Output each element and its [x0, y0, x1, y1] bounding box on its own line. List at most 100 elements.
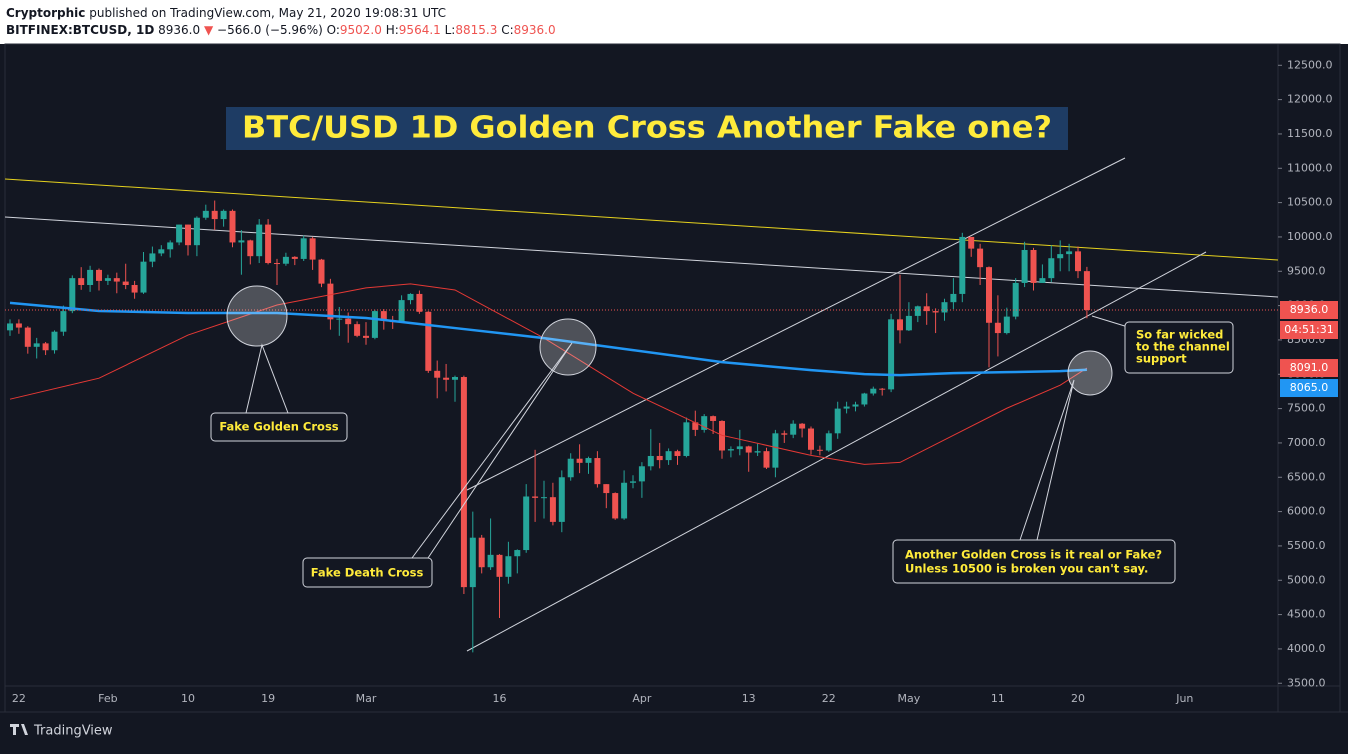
- footer-logo: TradingView: [10, 724, 113, 739]
- candle-body: [941, 302, 948, 313]
- candle-body: [1066, 251, 1073, 255]
- note: Unless 10500 is broken you can't say.: [905, 562, 1148, 576]
- price-label: 8065.0: [1290, 381, 1329, 394]
- candle-body: [683, 422, 690, 456]
- channel-upper: [466, 157, 1126, 491]
- candle-body: [567, 458, 574, 478]
- y-tick-label: 10500.0: [1287, 196, 1333, 209]
- candle-body: [1075, 251, 1081, 272]
- candle-body: [772, 433, 779, 468]
- change: −566.0 (−5.96%): [217, 23, 323, 37]
- candle-body: [247, 240, 254, 257]
- candle-body: [122, 281, 129, 286]
- title: BTC/USD 1D Golden Cross Another Fake one…: [242, 111, 1052, 146]
- candle-body: [15, 323, 22, 328]
- moving-average: [9, 301, 1087, 377]
- candle-body: [460, 377, 467, 588]
- candle-body: [158, 249, 165, 254]
- candle-body: [549, 497, 556, 522]
- candle-body: [398, 300, 405, 323]
- frame: [4, 43, 1341, 713]
- candle-body: [478, 537, 485, 568]
- header-bg: [0, 0, 1348, 44]
- candle-body: [514, 550, 521, 557]
- candle-body: [407, 293, 414, 301]
- candle-body: [452, 377, 458, 380]
- resistance-line: [5, 216, 1278, 298]
- candle-body: [42, 343, 49, 351]
- candle-body: [612, 493, 619, 519]
- y-tick-label: 7500.0: [1287, 402, 1326, 415]
- price-label-box: [1280, 321, 1338, 340]
- header-line-2: BITFINEX:BTCUSD, 1D 8936.0 ▼ −566.0 (−5.…: [6, 23, 556, 37]
- candle-body: [363, 335, 369, 338]
- candle-body: [291, 256, 298, 259]
- l-key: L:: [445, 23, 456, 37]
- y-tick-label: 11000.0: [1287, 161, 1333, 174]
- candle-body: [692, 422, 699, 430]
- price-label: 8091.0: [1290, 361, 1329, 374]
- callout: [245, 343, 289, 414]
- candle-body: [674, 451, 681, 456]
- y-tick-label: 3500.0: [1287, 676, 1326, 689]
- header-line-1: Cryptorphic published on TradingView.com…: [6, 6, 446, 20]
- candle-body: [1003, 316, 1010, 334]
- note: support: [1136, 352, 1187, 366]
- x-tick-label: 20: [1071, 692, 1085, 705]
- candle-body: [104, 278, 111, 281]
- candle-body: [434, 370, 441, 378]
- candle-body: [834, 408, 841, 434]
- candle-body: [220, 210, 227, 220]
- candle-body: [647, 455, 654, 467]
- candle-body: [318, 259, 325, 284]
- annotations: BTC/USD 1D Golden Cross Another Fake one…: [210, 107, 1234, 588]
- candle-body: [745, 446, 752, 453]
- x-tick-label: 22: [822, 692, 836, 705]
- y-tick-label: 6000.0: [1287, 505, 1326, 518]
- candle-body: [1012, 282, 1019, 317]
- candle-body: [131, 285, 138, 293]
- note-box: [892, 539, 1176, 584]
- note-box: [302, 557, 433, 588]
- candle-body: [950, 293, 957, 303]
- candle-body: [282, 256, 289, 264]
- h-value: 9564.1: [399, 23, 441, 37]
- candle-body: [888, 319, 895, 390]
- candle-body: [1083, 271, 1090, 311]
- author: Cryptorphic: [6, 6, 85, 20]
- note: Another Golden Cross is it real or Fake?: [905, 548, 1162, 562]
- candle-body: [496, 554, 503, 577]
- x-tick-label: 13: [742, 692, 756, 705]
- x-tick-label: Feb: [98, 692, 117, 705]
- candle-body: [69, 278, 76, 312]
- x-tick-label: 16: [493, 692, 507, 705]
- y-tick-label: 12500.0: [1287, 58, 1333, 71]
- candle-body: [754, 451, 761, 453]
- candle-body: [416, 293, 423, 312]
- candle-body: [149, 253, 156, 262]
- y-tick-label: 4500.0: [1287, 608, 1326, 621]
- candle-body: [354, 324, 361, 336]
- candle-body: [879, 388, 886, 390]
- last: 8936.0: [158, 23, 200, 37]
- candle-body: [336, 318, 343, 320]
- candle-body: [176, 224, 183, 243]
- candle-body: [211, 210, 218, 220]
- title-box: [226, 107, 1068, 150]
- candle-body: [932, 311, 939, 313]
- candle-body: [959, 236, 966, 294]
- yellow-trendline: [5, 178, 1278, 261]
- price-label: 04:51:31: [1284, 323, 1333, 336]
- candle-body: [603, 484, 610, 494]
- candle-body: [60, 311, 67, 332]
- candle-body: [986, 267, 992, 323]
- candle-body: [594, 458, 601, 485]
- x-tick-label: Jun: [1175, 692, 1193, 705]
- candle-body: [469, 537, 476, 588]
- candle-body: [905, 315, 912, 331]
- x-tick-label: 10: [181, 692, 195, 705]
- x-tick-label: Mar: [356, 692, 377, 705]
- candle-body: [274, 263, 280, 265]
- candle-body: [1030, 249, 1037, 283]
